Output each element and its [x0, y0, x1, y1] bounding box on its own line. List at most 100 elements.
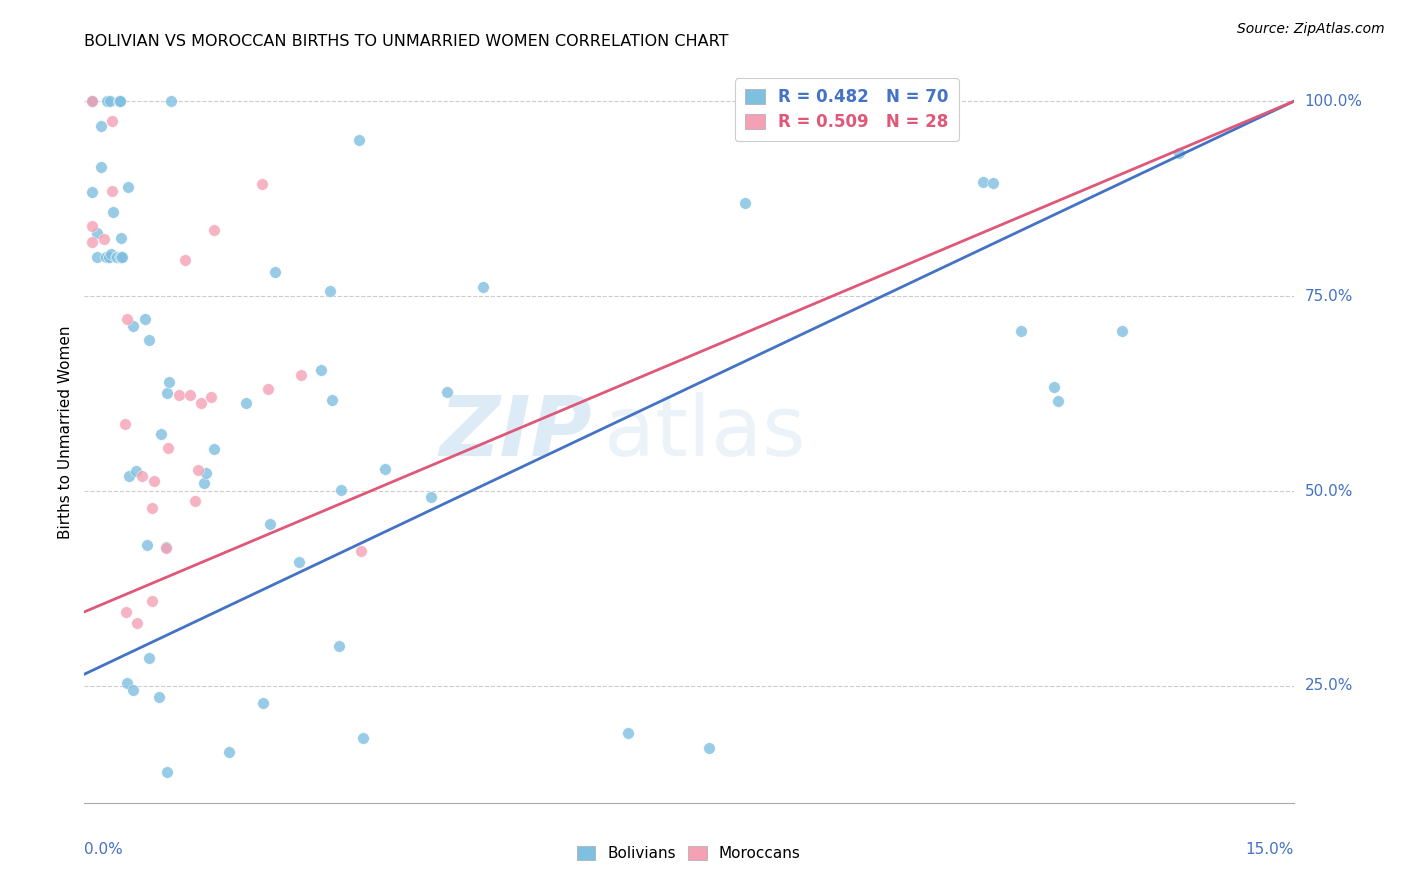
Point — [82, 235, 104, 249]
Point — [195, 466, 218, 480]
Point — [108, 95, 131, 109]
Point — [264, 265, 287, 279]
Point — [108, 95, 131, 109]
Point — [155, 540, 177, 554]
Y-axis label: Births to Unmarried Women: Births to Unmarried Women — [58, 326, 73, 540]
Point — [96, 95, 118, 109]
Point — [156, 764, 179, 779]
Point — [141, 501, 163, 516]
Point — [179, 388, 201, 402]
Point — [118, 468, 141, 483]
Point — [187, 463, 209, 477]
Point — [617, 725, 640, 739]
Point — [352, 731, 374, 745]
Point — [183, 494, 205, 508]
Point — [202, 223, 225, 237]
Point — [1010, 324, 1032, 338]
Point — [972, 175, 994, 189]
Point — [329, 483, 352, 497]
Point — [156, 386, 179, 401]
Legend: Bolivians, Moroccans: Bolivians, Moroccans — [571, 840, 807, 867]
Point — [138, 650, 160, 665]
Point — [82, 95, 104, 109]
Point — [150, 427, 173, 442]
Point — [93, 232, 115, 246]
Point — [981, 176, 1004, 190]
Point — [328, 640, 350, 654]
Point — [190, 396, 212, 410]
Point — [82, 219, 104, 234]
Point — [734, 195, 756, 210]
Point — [471, 280, 494, 294]
Point — [697, 741, 720, 756]
Text: 0.0%: 0.0% — [84, 842, 124, 856]
Point — [157, 375, 180, 389]
Point — [259, 517, 281, 532]
Text: atlas: atlas — [605, 392, 806, 473]
Point — [156, 441, 179, 455]
Point — [117, 180, 139, 194]
Point — [148, 690, 170, 704]
Point — [122, 682, 145, 697]
Text: ZIP: ZIP — [440, 392, 592, 473]
Point — [138, 333, 160, 347]
Point — [288, 555, 311, 569]
Point — [105, 250, 128, 264]
Text: Source: ZipAtlas.com: Source: ZipAtlas.com — [1237, 22, 1385, 37]
Point — [321, 393, 343, 408]
Text: 15.0%: 15.0% — [1246, 842, 1294, 856]
Point — [94, 250, 117, 264]
Point — [90, 119, 112, 133]
Point — [350, 544, 373, 558]
Point — [420, 490, 443, 504]
Point — [349, 133, 371, 147]
Point — [86, 250, 108, 264]
Point — [127, 615, 149, 630]
Text: BOLIVIAN VS MOROCCAN BIRTHS TO UNMARRIED WOMEN CORRELATION CHART: BOLIVIAN VS MOROCCAN BIRTHS TO UNMARRIED… — [84, 34, 728, 49]
Point — [115, 676, 138, 690]
Point — [318, 284, 340, 298]
Point — [235, 396, 257, 410]
Text: 100.0%: 100.0% — [1305, 94, 1362, 109]
Point — [108, 95, 131, 109]
Point — [105, 250, 128, 264]
Point — [1046, 394, 1069, 409]
Point — [114, 417, 136, 432]
Point — [90, 160, 112, 174]
Point — [86, 226, 108, 240]
Point — [82, 95, 104, 109]
Point — [114, 605, 136, 619]
Point — [200, 390, 222, 404]
Point — [110, 231, 132, 245]
Point — [100, 247, 122, 261]
Point — [134, 311, 156, 326]
Point — [97, 250, 120, 264]
Point — [98, 95, 121, 109]
Point — [1111, 324, 1133, 338]
Point — [115, 311, 138, 326]
Text: 25.0%: 25.0% — [1305, 679, 1353, 693]
Point — [136, 538, 159, 552]
Point — [98, 250, 121, 264]
Point — [252, 696, 274, 710]
Point — [436, 384, 458, 399]
Point — [256, 383, 278, 397]
Point — [218, 745, 240, 759]
Point — [374, 462, 396, 476]
Point — [82, 95, 104, 109]
Point — [1042, 380, 1064, 394]
Point — [193, 475, 215, 490]
Point — [110, 250, 132, 264]
Point — [101, 184, 124, 198]
Point — [82, 185, 104, 199]
Point — [309, 363, 332, 377]
Point — [108, 250, 131, 264]
Point — [202, 442, 225, 456]
Point — [122, 319, 145, 334]
Point — [155, 541, 177, 556]
Text: 50.0%: 50.0% — [1305, 483, 1353, 499]
Point — [173, 253, 195, 268]
Point — [110, 250, 132, 264]
Point — [1168, 145, 1191, 160]
Point — [250, 178, 273, 192]
